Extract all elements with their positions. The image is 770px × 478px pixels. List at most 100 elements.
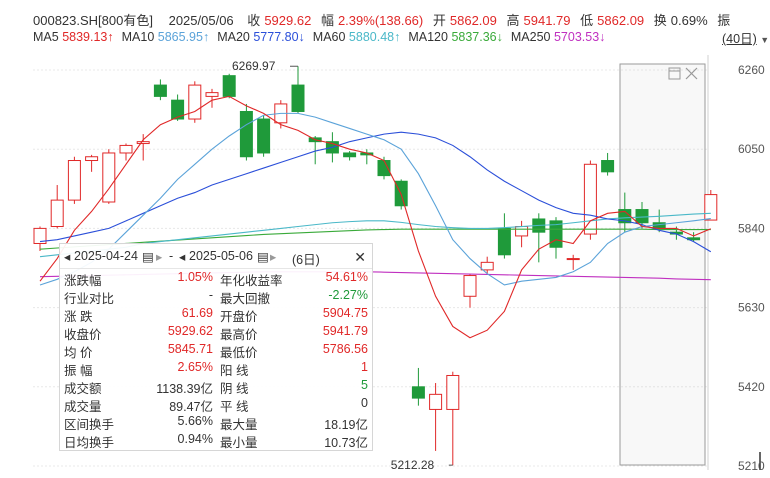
y-tick-label: 6050 <box>738 142 765 156</box>
stat-label: 平 线 <box>220 400 249 414</box>
period-selector[interactable]: (40日) ▼ <box>722 28 769 47</box>
candle[interactable] <box>497 213 511 259</box>
candle[interactable] <box>171 94 185 121</box>
stat-value: -2.27% <box>328 288 368 302</box>
stat-label: 最小量 <box>220 436 258 450</box>
candle[interactable] <box>446 371 460 466</box>
y-tick-label: 5840 <box>738 221 765 235</box>
stats-row: 振 幅 2.65% 阳 线 1 <box>60 360 372 379</box>
selection-tools <box>668 67 698 80</box>
candle[interactable] <box>360 149 374 165</box>
next-arrow-icon-2[interactable]: ▸ <box>270 250 277 264</box>
stat-label: 收盘价 <box>64 328 102 342</box>
y-tick-label: 5420 <box>738 380 765 394</box>
stats-row: 涨 跌 61.69 开盘价 5904.75 <box>60 306 372 325</box>
stat-value: 5.66% <box>177 414 213 428</box>
high-value: 5941.79 <box>523 13 571 28</box>
ma-legend-label: MA10 <box>121 30 158 44</box>
stat-value: 1 <box>361 360 368 374</box>
candle[interactable] <box>222 73 236 99</box>
min-price-label: 5212.28 <box>391 458 435 472</box>
stat-label: 最低价 <box>220 346 258 360</box>
calendar-icon[interactable]: ▤ <box>257 250 269 264</box>
candle[interactable] <box>205 88 219 108</box>
low-label: 低 <box>580 13 594 28</box>
stat-value: 5941.79 <box>322 324 368 338</box>
quote-header: 000823.SH[800有色] 2025/05/06 收 5929.62 幅 2.… <box>33 10 734 29</box>
candle[interactable] <box>549 217 563 259</box>
candle[interactable] <box>257 115 271 157</box>
stat-value: 2.65% <box>177 360 213 374</box>
ma20-line <box>39 131 712 253</box>
change-value: 2.39%(138.66) <box>337 13 424 28</box>
candle[interactable] <box>239 103 253 161</box>
maximize-icon[interactable] <box>668 67 681 80</box>
chevron-down-icon[interactable]: ▼ <box>760 35 770 45</box>
date-range-dash: - <box>169 249 174 263</box>
annotation-max: 6269.97 <box>232 59 298 73</box>
high-label: 高 <box>506 13 520 28</box>
candle[interactable] <box>67 156 81 204</box>
stat-value: 0 <box>361 396 368 410</box>
candle[interactable] <box>601 152 615 176</box>
stats-row: 成交量 89.47亿平 线 0 <box>60 396 372 415</box>
annotation-min: 5212.28 <box>391 458 453 472</box>
candle[interactable] <box>136 134 150 161</box>
period-label[interactable]: (40日) <box>722 32 757 46</box>
ma-legend-value: 5880.48↑ <box>348 30 401 44</box>
low-value: 5862.09 <box>597 13 645 28</box>
stat-label: 日均换手 <box>64 436 115 450</box>
candle[interactable] <box>343 151 357 161</box>
ma-legend-value: 5703.53↓ <box>553 30 606 44</box>
max-price-label: 6269.97 <box>232 59 276 73</box>
ma-legend-label: MA60 <box>312 30 349 44</box>
stat-value: 0.94% <box>177 432 213 446</box>
close-icon[interactable]: ✕ <box>354 249 366 265</box>
stat-label: 涨跌幅 <box>64 274 102 288</box>
candle[interactable] <box>33 226 47 252</box>
candle[interactable] <box>429 383 443 451</box>
candle[interactable] <box>50 185 64 229</box>
panel-header: ◂ 2025-04-24 ▤ ▸ - ◂ 2025-05-06 ▤ ▸ (6日)… <box>60 244 372 269</box>
stat-value: 5845.71 <box>167 342 213 356</box>
open-label: 开 <box>432 13 446 28</box>
close-icon[interactable] <box>685 67 698 80</box>
prev-arrow-icon-2[interactable]: ▸ <box>156 250 163 264</box>
start-date[interactable]: 2025-04-24 <box>74 249 138 263</box>
candle[interactable] <box>463 273 477 308</box>
day-count: (6日) <box>292 253 320 267</box>
candle[interactable] <box>480 256 494 274</box>
candle[interactable] <box>102 149 116 204</box>
candle[interactable] <box>85 154 99 172</box>
next-arrow-icon[interactable]: ◂ <box>179 250 186 264</box>
candle[interactable] <box>515 220 529 248</box>
stats-row: 区间换手 5.66% 最大量 18.19亿 <box>60 414 372 433</box>
selected-range-box[interactable] <box>619 63 706 466</box>
stat-value: 5 <box>361 378 368 392</box>
candle[interactable] <box>566 254 580 270</box>
stat-label: 振 幅 <box>64 364 93 378</box>
ma-legend-value: 5839.13↑ <box>62 30 114 44</box>
stats-row: 涨跌幅 1.05% 年化收益率 54.61% <box>60 270 372 289</box>
candle[interactable] <box>635 202 649 229</box>
candle[interactable] <box>411 367 425 406</box>
candle[interactable] <box>291 66 305 114</box>
ma-legend-value: 5865.95↑ <box>157 30 210 44</box>
candle[interactable] <box>188 81 202 123</box>
stat-label: 行业对比 <box>64 292 115 306</box>
ma-legend-label: MA250 <box>510 30 554 44</box>
amplitude-label: 振 <box>717 13 731 28</box>
candle[interactable] <box>583 160 597 240</box>
calendar-icon[interactable]: ▤ <box>142 250 154 264</box>
turnover-label: 换 <box>653 13 667 28</box>
ma-legend-label: MA5 <box>33 30 63 44</box>
candle[interactable] <box>153 79 167 101</box>
ma-legend-label: MA120 <box>408 30 452 44</box>
y-tick-label: 5630 <box>738 301 765 315</box>
end-date[interactable]: 2025-05-06 <box>189 249 253 263</box>
candle[interactable] <box>119 143 133 161</box>
quote-date: 2025/05/06 <box>168 13 234 28</box>
candle[interactable] <box>704 190 718 221</box>
prev-arrow-icon[interactable]: ◂ <box>64 250 71 264</box>
